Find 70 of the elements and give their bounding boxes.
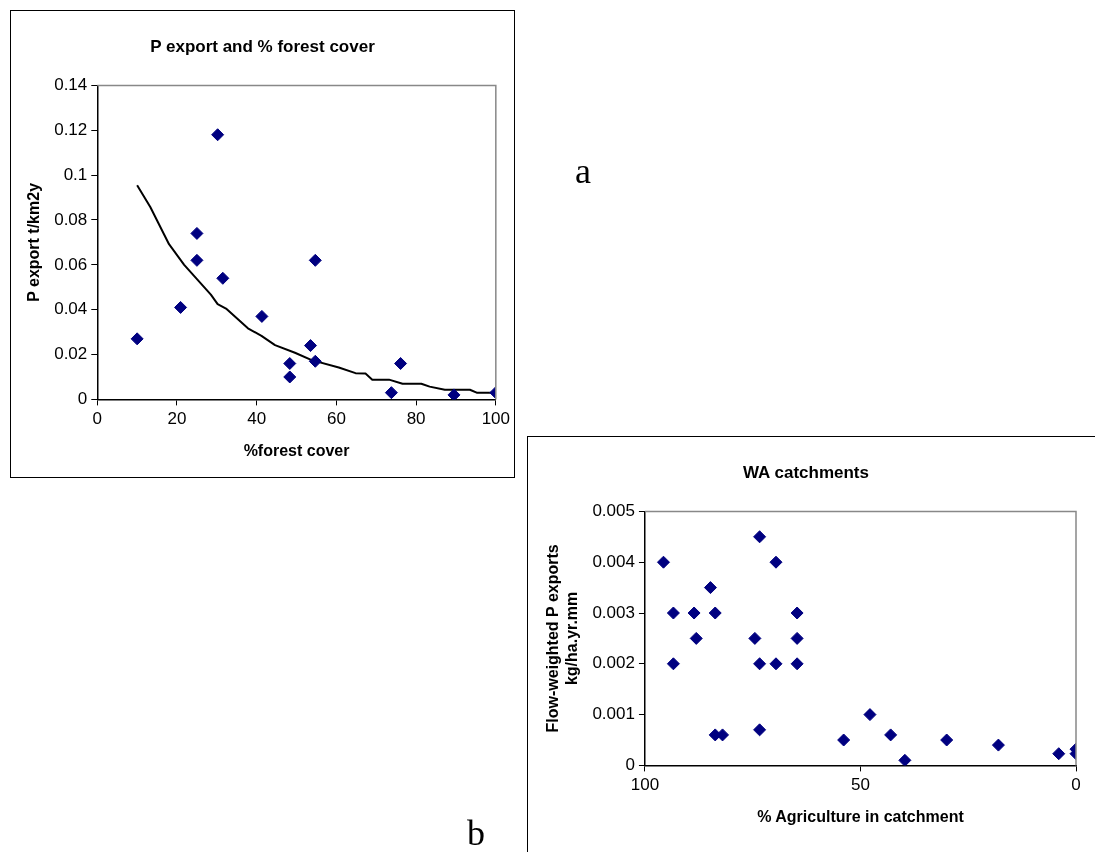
point	[753, 530, 767, 544]
point	[130, 332, 144, 346]
y-tick-label: 0.004	[592, 551, 635, 571]
point	[656, 555, 670, 569]
chart-title: WA catchments	[743, 462, 869, 482]
point	[1052, 747, 1066, 761]
y-axis-title: Flow-weighted P exports kg/ha.yr.mm	[544, 544, 581, 733]
point	[666, 606, 680, 620]
point	[748, 631, 762, 645]
point	[666, 657, 680, 671]
point	[308, 253, 322, 267]
x-tick-label: 100	[630, 775, 660, 795]
point	[447, 388, 461, 400]
x-tick-label: 60	[326, 409, 346, 429]
point	[283, 370, 297, 384]
point	[308, 354, 322, 368]
y-tick-label: 0.002	[592, 653, 635, 673]
point	[790, 606, 804, 620]
x-tick-label: 20	[167, 409, 187, 429]
point	[283, 357, 297, 371]
point	[753, 657, 767, 671]
point	[687, 606, 701, 620]
point	[769, 555, 783, 569]
point	[790, 631, 804, 645]
point	[190, 253, 204, 267]
y-tick-label: 0.001	[592, 704, 635, 724]
y-tick-label: 0.1	[63, 164, 88, 184]
x-tick-label: 50	[851, 775, 870, 795]
x-tick-label: 40	[247, 409, 267, 429]
x-tick-label: 0	[92, 409, 103, 429]
point	[304, 339, 317, 353]
x-tick-label: 100	[481, 409, 511, 429]
point	[837, 733, 851, 747]
point	[991, 738, 1005, 752]
point	[790, 657, 804, 671]
y-tick-label: 0.04	[54, 299, 88, 319]
point	[884, 728, 898, 742]
point	[716, 728, 730, 742]
y-tick-label: 0.12	[54, 119, 88, 139]
y-tick-label: 0.08	[54, 209, 88, 229]
point	[940, 733, 954, 747]
point	[216, 271, 230, 285]
y-tick-label: 0.06	[54, 254, 88, 274]
point	[190, 226, 204, 240]
point	[384, 386, 398, 400]
point	[753, 723, 767, 737]
point	[211, 128, 225, 142]
y-tick-label: 0	[625, 755, 635, 775]
point	[255, 309, 269, 323]
x-axis-title: %forest cover	[243, 441, 350, 459]
point	[703, 581, 717, 595]
text: a	[575, 150, 591, 192]
point	[174, 300, 188, 314]
x-tick-label: 80	[406, 409, 426, 429]
point	[708, 606, 722, 620]
chart-title: P export and % forest cover	[150, 36, 376, 56]
y-tick-label: 0	[77, 389, 88, 409]
y-tick-label: 0.003	[592, 602, 635, 622]
point	[863, 708, 877, 722]
y-tick-label: 0.005	[592, 501, 635, 521]
point	[394, 357, 408, 371]
x-tick-label: 0	[1071, 775, 1081, 795]
point	[769, 657, 783, 671]
y-tick-label: 0.02	[54, 344, 88, 364]
y-axis-title: P export t/km2y	[25, 182, 43, 302]
x-axis-title: % Agriculture in catchment	[757, 807, 965, 825]
y-tick-label: 0.14	[54, 75, 88, 95]
point	[898, 753, 912, 766]
point	[689, 631, 703, 645]
text: b	[467, 812, 485, 852]
